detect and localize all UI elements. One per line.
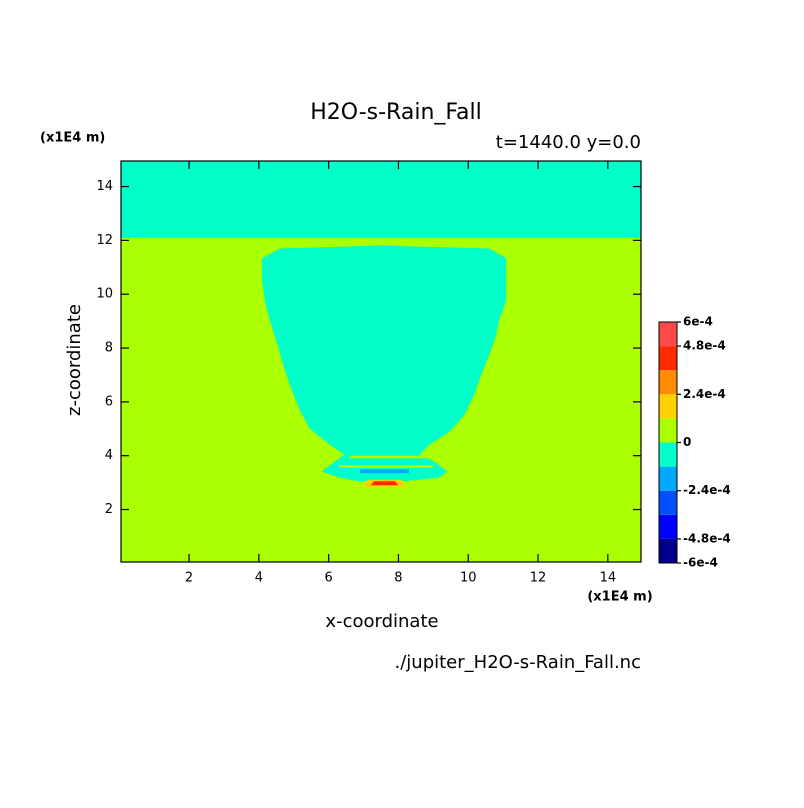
contour-region (349, 455, 427, 459)
colorbar-label: 4.8e-4 (683, 339, 726, 353)
colorbar-label: -4.8e-4 (683, 531, 731, 545)
x-unit: (x1E4 m) (587, 590, 652, 605)
colorbar-band (659, 442, 677, 467)
colorbar-band (659, 322, 677, 347)
colorbar-label: -2.4e-4 (683, 483, 731, 497)
colorbar-band (659, 346, 677, 371)
y-tick-label: 12 (96, 233, 113, 248)
y-tick-label: 2 (105, 502, 113, 517)
x-tick-label: 12 (530, 571, 547, 586)
chart-title: H2O-s-Rain_Fall (310, 100, 482, 125)
colorbar-band (659, 466, 677, 491)
contour-region (370, 481, 399, 486)
colorbar-label: 6e-4 (683, 315, 713, 329)
contour-region (121, 161, 641, 238)
x-tick-label: 14 (600, 571, 617, 586)
y-tick-label: 10 (96, 287, 113, 302)
y-tick-label: 4 (105, 448, 113, 463)
x-tick-label: 8 (394, 571, 402, 586)
y-unit: (x1E4 m) (40, 131, 105, 146)
colorbar-band (659, 394, 677, 419)
chart-subtitle: t=1440.0 y=0.0 (496, 132, 641, 153)
y-axis-label: z-coordinate (64, 304, 85, 416)
colorbar-band (659, 514, 677, 539)
colorbar-band (659, 370, 677, 395)
contour-region (339, 465, 434, 468)
colorbar-band (659, 418, 677, 443)
source-file: ./jupiter_H2O-s-Rain_Fall.nc (395, 652, 642, 673)
colorbar-band (659, 538, 677, 563)
plot-frame (120, 160, 642, 563)
y-tick-label: 6 (105, 394, 113, 409)
x-axis-label: x-coordinate (325, 611, 438, 632)
x-tick-label: 10 (460, 571, 477, 586)
x-tick-label: 6 (325, 571, 333, 586)
colorbar-label: -6e-4 (683, 556, 718, 570)
contour-region (261, 245, 507, 482)
colorbar-label: 2.4e-4 (683, 387, 726, 401)
colorbar-band (659, 490, 677, 515)
y-tick-label: 8 (105, 341, 113, 356)
x-tick-label: 4 (255, 571, 263, 586)
colorbar-label: 0 (683, 435, 691, 449)
y-tick-label: 14 (96, 179, 113, 194)
x-tick-label: 2 (185, 571, 193, 586)
contour-region (360, 469, 409, 474)
